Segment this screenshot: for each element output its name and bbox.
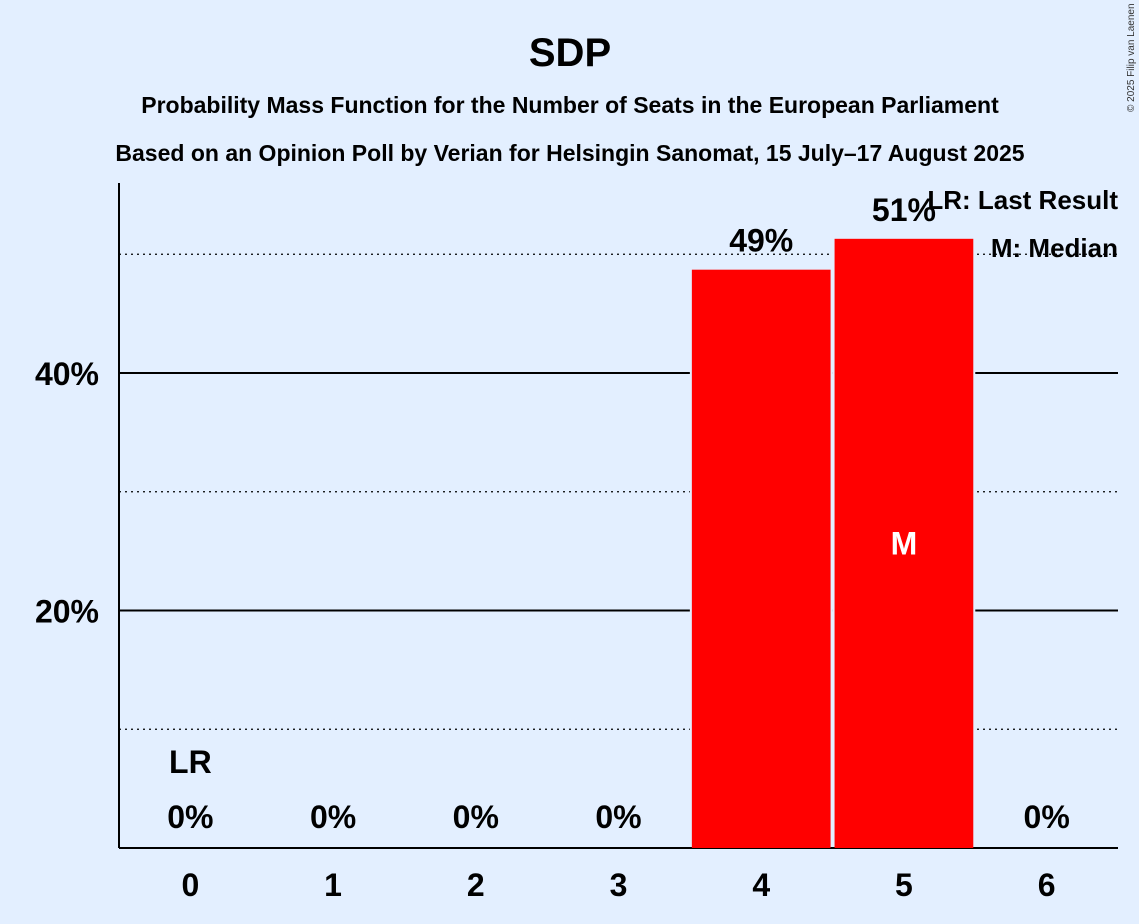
legend-last-result: LR: Last Result <box>927 185 1118 215</box>
bar-seats-5 <box>834 238 974 848</box>
chart-subtitle-line-1: Probability Mass Function for the Number… <box>141 92 999 118</box>
y-tick-label: 20% <box>35 594 99 630</box>
chart-subtitle-line-2: Based on an Opinion Poll by Verian for H… <box>115 140 1024 166</box>
data-labels: 0% 0% 0% 0% 49% 51% 0% LR M <box>167 192 1070 835</box>
copyright-notice: © 2025 Filip van Laenen <box>1126 3 1137 112</box>
x-tick-label: 0 <box>181 867 199 903</box>
bar-value-label: 0% <box>167 799 213 835</box>
bar-value-label: 0% <box>453 799 499 835</box>
bar-value-label: 0% <box>595 799 641 835</box>
x-tick-label: 6 <box>1038 867 1056 903</box>
median-marker: M <box>891 525 918 561</box>
x-tick-label: 1 <box>324 867 342 903</box>
x-tick-label: 4 <box>752 867 770 903</box>
legend-median: M: Median <box>991 233 1118 263</box>
bar-seats-4 <box>691 269 831 848</box>
bar-value-label: 0% <box>310 799 356 835</box>
x-tick-label: 2 <box>467 867 485 903</box>
x-tick-label: 5 <box>895 867 913 903</box>
bars <box>689 236 976 848</box>
last-result-marker: LR <box>169 744 212 780</box>
chart-title: SDP <box>529 31 611 75</box>
axes: 20% 40% 0 1 2 3 4 5 6 <box>35 183 1118 903</box>
bar-value-label: 51% <box>872 192 936 228</box>
bar-value-label: 0% <box>1024 799 1070 835</box>
bar-value-label: 49% <box>729 223 793 259</box>
x-tick-label: 3 <box>610 867 628 903</box>
y-tick-label: 40% <box>35 356 99 392</box>
